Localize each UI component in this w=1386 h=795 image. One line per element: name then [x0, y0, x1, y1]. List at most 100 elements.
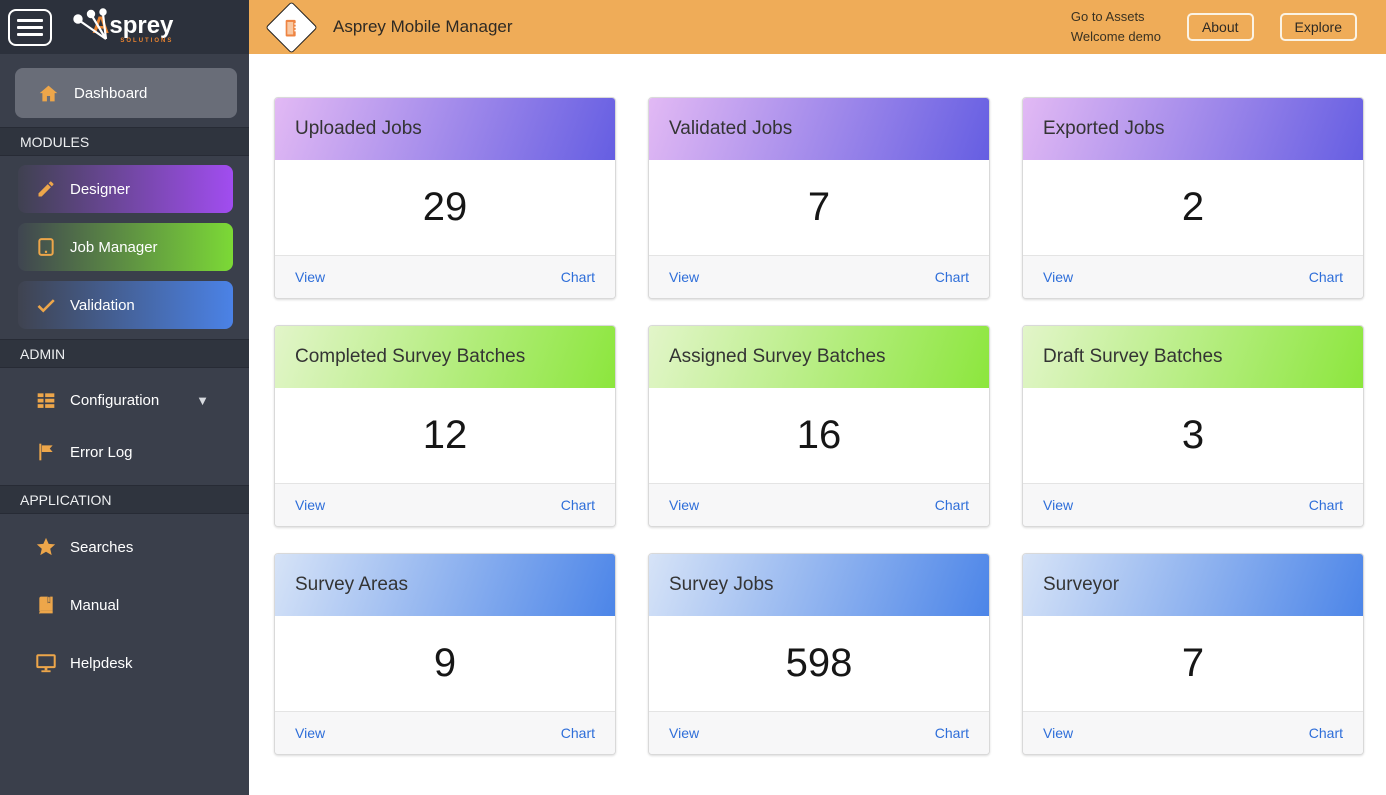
card-title: Exported Jobs [1043, 118, 1165, 139]
chart-link[interactable]: Chart [934, 725, 969, 741]
chart-link[interactable]: Chart [934, 269, 969, 285]
application-nav: Searches Manual Helpdesk [0, 514, 249, 687]
card-uploaded-jobs: Uploaded Jobs 29 View Chart [274, 97, 616, 299]
view-link[interactable]: View [1043, 725, 1074, 741]
chart-link[interactable]: Chart [934, 497, 969, 513]
sidebar-item-manual[interactable]: Manual [18, 581, 233, 629]
desktop-icon [34, 651, 58, 675]
flag-icon [34, 440, 58, 464]
explore-button[interactable]: Explore [1279, 13, 1357, 41]
section-label: APPLICATION [20, 491, 112, 508]
logo-network-icon [73, 8, 108, 40]
check-icon [34, 293, 58, 317]
card-header: Surveyor [1023, 554, 1363, 616]
card-assigned-survey-batches: Assigned Survey Batches 16 View Chart [648, 325, 990, 527]
section-label: MODULES [20, 133, 90, 150]
card-body: 7 [1023, 616, 1363, 712]
sidebar: Asprey SOLUTIONS Dashboard MODULES Desig… [0, 0, 249, 795]
sidebar-item-helpdesk[interactable]: Helpdesk [18, 639, 233, 687]
about-button[interactable]: About [1186, 13, 1254, 41]
card-body: 12 [275, 388, 615, 484]
page-title: Asprey Mobile Manager [333, 17, 513, 36]
sidebar-item-label: Error Log [70, 443, 133, 461]
card-surveyor: Surveyor 7 View Chart [1022, 553, 1364, 755]
card-completed-survey-batches: Completed Survey Batches 12 View Chart [274, 325, 616, 527]
sidebar-item-label: Job Manager [70, 238, 158, 256]
view-link[interactable]: View [669, 497, 700, 513]
tablet-icon [34, 235, 58, 259]
asprey-logo: Asprey SOLUTIONS [73, 8, 174, 44]
card-body: 2 [1023, 160, 1363, 256]
view-link[interactable]: View [1043, 269, 1074, 285]
sidebar-item-label: Validation [70, 296, 135, 314]
card-title: Draft Survey Batches [1043, 346, 1223, 367]
sidebar-item-label: Dashboard [74, 84, 148, 102]
view-link[interactable]: View [295, 269, 326, 285]
section-label: ADMIN [20, 345, 66, 362]
sidebar-item-designer[interactable]: Designer [18, 165, 233, 213]
card-title: Surveyor [1043, 574, 1120, 595]
card-exported-jobs: Exported Jobs 2 View Chart [1022, 97, 1364, 299]
card-footer: View Chart [1023, 484, 1363, 526]
card-footer: View Chart [1023, 712, 1363, 754]
card-value: 12 [422, 413, 468, 457]
card-footer: View Chart [275, 484, 615, 526]
chart-link[interactable]: Chart [560, 269, 595, 285]
logo-subtitle: SOLUTIONS [120, 38, 174, 44]
sidebar-item-label: Helpdesk [70, 654, 133, 672]
sidebar-brand: Asprey SOLUTIONS [0, 0, 249, 54]
card-title: Validated Jobs [669, 118, 793, 139]
card-header: Survey Areas [275, 554, 615, 616]
card-value: 2 [1181, 185, 1205, 229]
topbar: Asprey Mobile Manager Go to Assets Welco… [249, 0, 1386, 54]
sidebar-section-modules: MODULES [0, 127, 249, 156]
sidebar-item-job-manager[interactable]: Job Manager [18, 223, 233, 271]
sidebar-item-label: Designer [70, 180, 131, 198]
card-header: Exported Jobs [1023, 98, 1363, 160]
card-footer: View Chart [649, 712, 989, 754]
sidebar-item-searches[interactable]: Searches [18, 523, 233, 571]
card-body: 29 [275, 160, 615, 256]
card-value: 3 [1181, 413, 1205, 457]
card-draft-survey-batches: Draft Survey Batches 3 View Chart [1022, 325, 1364, 527]
card-body: 598 [649, 616, 989, 712]
chart-link[interactable]: Chart [560, 497, 595, 513]
card-title: Completed Survey Batches [295, 346, 526, 367]
home-icon [36, 81, 60, 105]
topbar-right-group: Go to Assets Welcome demo About Explore [1071, 7, 1386, 47]
welcome-user-link[interactable]: Welcome demo [1070, 29, 1161, 44]
dashboard-main: Uploaded Jobs 29 View Chart Validated Jo… [249, 54, 1386, 795]
card-title: Survey Areas [295, 574, 408, 595]
go-to-assets-link[interactable]: Go to Assets [1070, 9, 1145, 24]
sidebar-item-error-log[interactable]: Error Log [18, 429, 233, 475]
card-value: 9 [433, 641, 457, 685]
card-footer: View Chart [275, 256, 615, 298]
chart-link[interactable]: Chart [1308, 725, 1343, 741]
card-title: Survey Jobs [669, 574, 774, 595]
chart-link[interactable]: Chart [1308, 269, 1343, 285]
chart-link[interactable]: Chart [560, 725, 595, 741]
sidebar-item-label: Manual [70, 596, 120, 614]
modules-nav: Designer Job Manager Validation [0, 156, 249, 329]
hamburger-menu-button[interactable] [8, 8, 52, 46]
admin-nav: Configuration ▼ Error Log [0, 368, 249, 475]
sidebar-item-dashboard[interactable]: Dashboard [15, 68, 237, 118]
sidebar-item-label: Searches [70, 538, 134, 556]
sidebar-item-validation[interactable]: Validation [18, 281, 233, 329]
card-header: Draft Survey Batches [1023, 326, 1363, 388]
view-link[interactable]: View [669, 269, 700, 285]
view-link[interactable]: View [295, 497, 326, 513]
card-header: Uploaded Jobs [275, 98, 615, 160]
sidebar-item-configuration[interactable]: Configuration ▼ [18, 377, 233, 423]
view-link[interactable]: View [1043, 497, 1074, 513]
view-link[interactable]: View [669, 725, 700, 741]
list-icon [34, 388, 58, 412]
card-value: 29 [422, 185, 468, 229]
mobile-device-icon [285, 18, 296, 36]
chart-link[interactable]: Chart [1308, 497, 1343, 513]
card-validated-jobs: Validated Jobs 7 View Chart [648, 97, 990, 299]
view-link[interactable]: View [295, 725, 326, 741]
book-icon [34, 593, 58, 617]
sidebar-section-admin: ADMIN [0, 339, 249, 368]
card-survey-jobs: Survey Jobs 598 View Chart [648, 553, 990, 755]
